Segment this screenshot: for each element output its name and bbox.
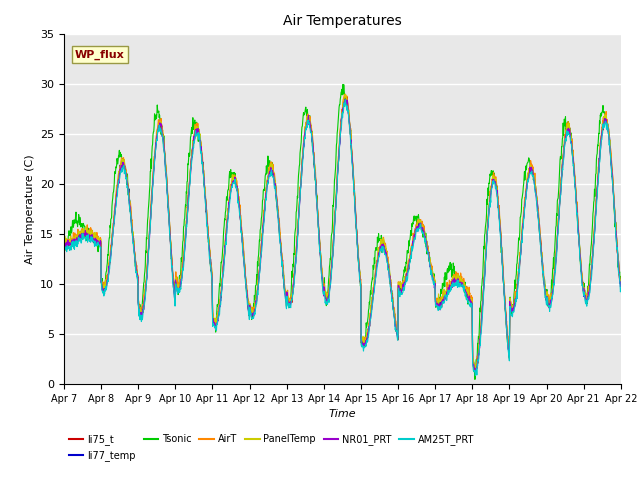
PanelTemp: [472, 365, 479, 371]
Line: li75_t: li75_t: [64, 97, 621, 370]
PanelTemp: [617, 279, 625, 285]
Line: AM25T_PRT: AM25T_PRT: [64, 100, 621, 375]
li75_t: [184, 204, 191, 209]
Legend: li75_t, li77_temp, Tsonic, AirT, PanelTemp, NR01_PRT, AM25T_PRT: li75_t, li77_temp, Tsonic, AirT, PanelTe…: [69, 434, 474, 461]
li75_t: [472, 367, 479, 373]
NR01_PRT: [246, 305, 254, 311]
Line: PanelTemp: PanelTemp: [64, 95, 621, 368]
Line: li77_temp: li77_temp: [64, 99, 621, 371]
Tsonic: [170, 281, 178, 287]
li77_temp: [502, 318, 510, 324]
li77_temp: [246, 308, 254, 314]
AM25T_PRT: [184, 205, 191, 211]
Y-axis label: Air Temperature (C): Air Temperature (C): [24, 154, 35, 264]
AM25T_PRT: [60, 240, 68, 246]
li75_t: [246, 307, 254, 313]
AirT: [341, 91, 349, 97]
NR01_PRT: [617, 280, 625, 286]
li75_t: [170, 289, 178, 295]
PanelTemp: [170, 285, 178, 291]
AM25T_PRT: [342, 97, 349, 103]
li75_t: [429, 277, 437, 283]
PanelTemp: [552, 259, 559, 264]
NR01_PRT: [341, 96, 349, 102]
AirT: [60, 237, 68, 243]
NR01_PRT: [60, 242, 68, 248]
AirT: [617, 277, 625, 283]
NR01_PRT: [472, 370, 479, 375]
Line: AirT: AirT: [64, 94, 621, 370]
AM25T_PRT: [429, 279, 437, 285]
NR01_PRT: [502, 317, 510, 323]
Line: Tsonic: Tsonic: [64, 84, 621, 379]
X-axis label: Time: Time: [328, 409, 356, 419]
Tsonic: [184, 161, 191, 167]
Tsonic: [339, 82, 347, 87]
li77_temp: [472, 368, 480, 374]
Tsonic: [246, 302, 254, 308]
li77_temp: [170, 290, 178, 296]
PanelTemp: [502, 322, 510, 327]
Tsonic: [429, 271, 437, 277]
Title: Air Temperatures: Air Temperatures: [283, 14, 402, 28]
AirT: [502, 320, 510, 325]
li77_temp: [184, 204, 191, 209]
AM25T_PRT: [502, 325, 510, 331]
li77_temp: [617, 281, 625, 287]
Line: NR01_PRT: NR01_PRT: [64, 99, 621, 372]
AirT: [429, 274, 437, 279]
AM25T_PRT: [617, 286, 625, 291]
Tsonic: [617, 274, 625, 280]
li75_t: [60, 237, 68, 243]
li77_temp: [552, 262, 559, 267]
AirT: [184, 199, 191, 204]
li75_t: [617, 278, 625, 284]
AirT: [246, 304, 254, 310]
li75_t: [344, 94, 351, 100]
NR01_PRT: [184, 204, 191, 210]
PanelTemp: [60, 238, 68, 243]
Tsonic: [471, 376, 479, 382]
li75_t: [502, 320, 510, 325]
li77_temp: [342, 96, 350, 102]
PanelTemp: [429, 272, 437, 277]
li77_temp: [60, 241, 68, 247]
AM25T_PRT: [472, 372, 479, 378]
Tsonic: [552, 232, 559, 238]
PanelTemp: [246, 302, 254, 308]
NR01_PRT: [552, 264, 559, 269]
Tsonic: [502, 321, 510, 326]
Tsonic: [60, 234, 68, 240]
li75_t: [552, 264, 559, 269]
li77_temp: [429, 272, 437, 277]
AM25T_PRT: [170, 294, 178, 300]
AM25T_PRT: [246, 307, 254, 312]
Text: WP_flux: WP_flux: [75, 49, 125, 60]
NR01_PRT: [429, 276, 437, 281]
NR01_PRT: [170, 292, 178, 298]
AirT: [471, 367, 479, 373]
AirT: [170, 287, 178, 292]
PanelTemp: [184, 202, 191, 207]
AM25T_PRT: [552, 269, 559, 275]
PanelTemp: [342, 92, 349, 97]
AirT: [552, 260, 559, 265]
